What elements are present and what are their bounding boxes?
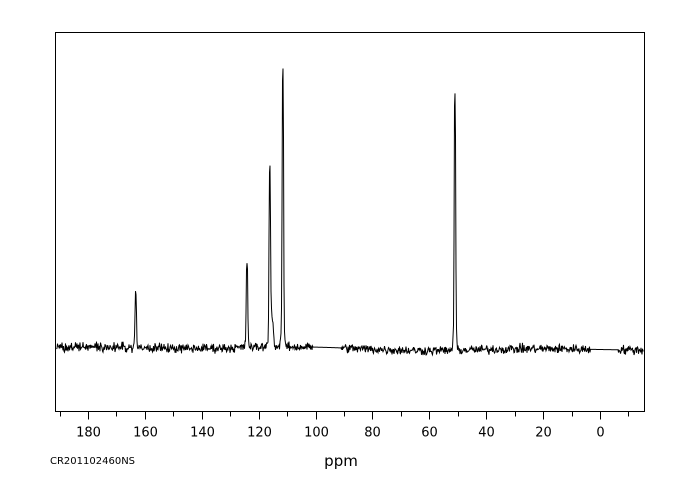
x-tick-label: 20 bbox=[535, 426, 552, 441]
x-tick-label: 0 bbox=[596, 426, 604, 441]
x-axis-tick-labels: 180 160 140 120 100 80 60 40 20 0 bbox=[76, 426, 605, 441]
x-tick-label: 160 bbox=[133, 426, 158, 441]
x-tick-label: 40 bbox=[478, 426, 495, 441]
x-tick-label: 140 bbox=[190, 426, 215, 441]
x-axis-title: ppm bbox=[324, 452, 358, 470]
plot-frame bbox=[55, 32, 645, 412]
x-tick-label: 100 bbox=[304, 426, 329, 441]
x-tick-label: 120 bbox=[247, 426, 272, 441]
x-tick-label: 180 bbox=[76, 426, 101, 441]
x-axis-major-ticks bbox=[88, 411, 601, 420]
x-tick-label: 80 bbox=[364, 426, 381, 441]
spectrum-trace bbox=[56, 68, 644, 357]
x-axis-minor-ticks bbox=[60, 411, 629, 417]
sample-id-label: CR201102460NS bbox=[50, 456, 135, 467]
x-tick-label: 60 bbox=[421, 426, 438, 441]
